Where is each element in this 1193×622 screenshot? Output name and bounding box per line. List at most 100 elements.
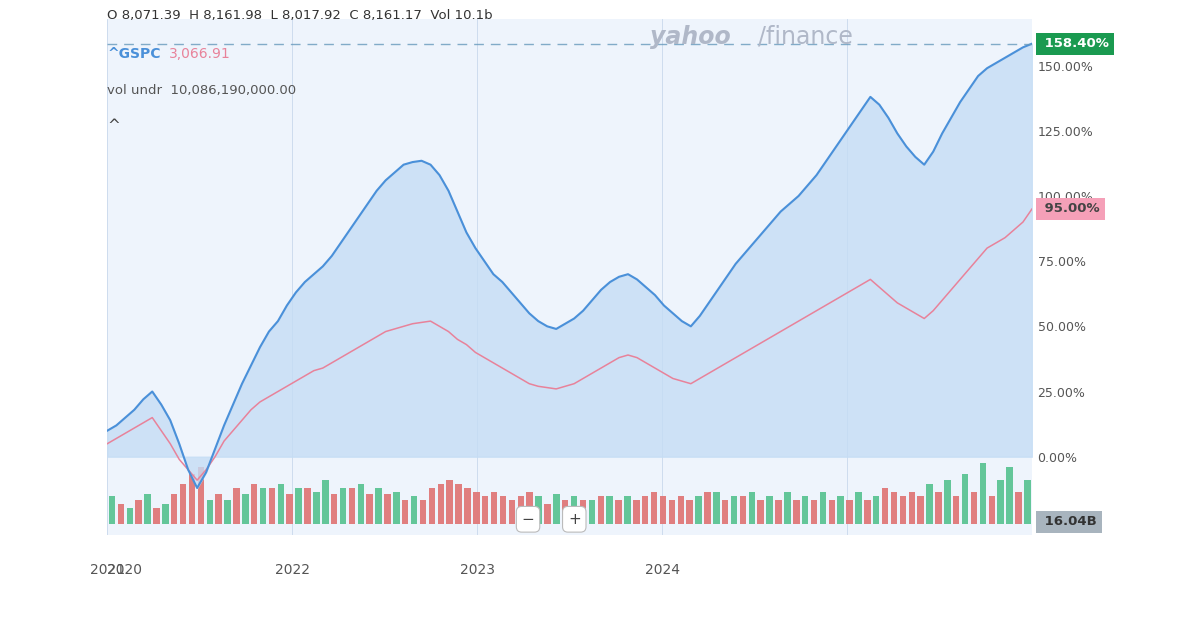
Text: −: − — [521, 512, 534, 527]
Bar — [118, 504, 124, 524]
Bar — [580, 500, 586, 524]
Text: +: + — [568, 512, 581, 527]
Bar — [286, 494, 293, 524]
Text: ^: ^ — [107, 118, 120, 133]
Bar — [873, 496, 879, 524]
Bar — [722, 500, 729, 524]
Bar — [233, 488, 240, 524]
Bar — [829, 500, 835, 524]
Bar — [598, 496, 604, 524]
Bar — [1015, 492, 1021, 524]
Bar — [1024, 480, 1031, 524]
Text: /finance: /finance — [758, 25, 853, 49]
Bar — [811, 500, 817, 524]
Bar — [784, 492, 791, 524]
Text: 2023: 2023 — [459, 563, 495, 577]
Bar — [802, 496, 809, 524]
Bar — [500, 496, 506, 524]
Bar — [508, 500, 515, 524]
Bar — [704, 492, 711, 524]
Bar — [268, 488, 276, 524]
Text: 2020: 2020 — [107, 563, 142, 577]
Bar — [474, 492, 480, 524]
Bar — [296, 488, 302, 524]
Bar — [384, 494, 391, 524]
Bar — [304, 488, 310, 524]
Bar — [740, 496, 746, 524]
Bar — [206, 500, 214, 524]
Text: yahoo: yahoo — [650, 25, 731, 49]
Bar — [660, 496, 666, 524]
Text: 158.40%: 158.40% — [1040, 37, 1109, 50]
Bar — [260, 488, 266, 524]
Bar — [188, 473, 196, 524]
Bar — [216, 494, 222, 524]
Bar — [696, 496, 701, 524]
Bar — [428, 488, 435, 524]
Bar — [562, 500, 568, 524]
Bar — [410, 496, 418, 524]
Bar — [180, 484, 186, 524]
Bar — [606, 496, 613, 524]
Bar — [402, 500, 408, 524]
Bar — [1007, 468, 1013, 524]
Bar — [651, 492, 657, 524]
Bar — [144, 494, 150, 524]
Bar — [891, 492, 897, 524]
Bar — [420, 500, 426, 524]
Text: 2024: 2024 — [644, 563, 680, 577]
Bar — [758, 500, 764, 524]
Bar — [348, 488, 356, 524]
Bar — [544, 504, 551, 524]
Bar — [242, 494, 248, 524]
Bar — [464, 488, 471, 524]
Bar — [251, 484, 258, 524]
Bar — [820, 492, 827, 524]
Bar — [126, 508, 132, 524]
Bar — [900, 496, 907, 524]
Bar — [616, 500, 622, 524]
Bar — [775, 500, 781, 524]
Bar — [340, 488, 346, 524]
Text: O 8,071.39  H 8,161.98  L 8,017.92  C 8,161.17  Vol 10.1b: O 8,071.39 H 8,161.98 L 8,017.92 C 8,161… — [107, 9, 493, 22]
Bar — [882, 488, 889, 524]
Text: 3,066.91: 3,066.91 — [169, 47, 231, 61]
Bar — [490, 492, 497, 524]
Bar — [554, 494, 560, 524]
Bar — [909, 492, 915, 524]
Bar — [953, 496, 959, 524]
Bar — [944, 480, 951, 524]
Bar — [642, 496, 649, 524]
Bar — [109, 496, 116, 524]
Bar — [394, 492, 400, 524]
Text: 16.04B: 16.04B — [1040, 516, 1098, 528]
Bar — [979, 463, 987, 524]
Bar — [935, 492, 941, 524]
Bar — [713, 492, 719, 524]
Bar — [456, 484, 462, 524]
Text: ^GSPC: ^GSPC — [107, 47, 161, 61]
Bar — [198, 468, 204, 524]
Text: 2021: 2021 — [89, 563, 125, 577]
Bar — [136, 500, 142, 524]
Bar — [624, 496, 631, 524]
Bar — [171, 494, 178, 524]
Text: vol undr  10,086,190,000.00: vol undr 10,086,190,000.00 — [107, 84, 297, 97]
Bar — [366, 494, 373, 524]
Bar — [855, 492, 861, 524]
Bar — [162, 504, 168, 524]
Bar — [571, 496, 577, 524]
Bar — [482, 496, 488, 524]
Bar — [633, 500, 639, 524]
Bar — [926, 484, 933, 524]
Bar — [846, 500, 853, 524]
Bar — [330, 494, 338, 524]
Bar — [518, 496, 524, 524]
Bar — [766, 496, 773, 524]
Bar — [278, 484, 284, 524]
Bar — [313, 492, 320, 524]
Text: 2022: 2022 — [274, 563, 310, 577]
Bar — [793, 500, 799, 524]
Bar — [917, 496, 923, 524]
Bar — [153, 508, 160, 524]
